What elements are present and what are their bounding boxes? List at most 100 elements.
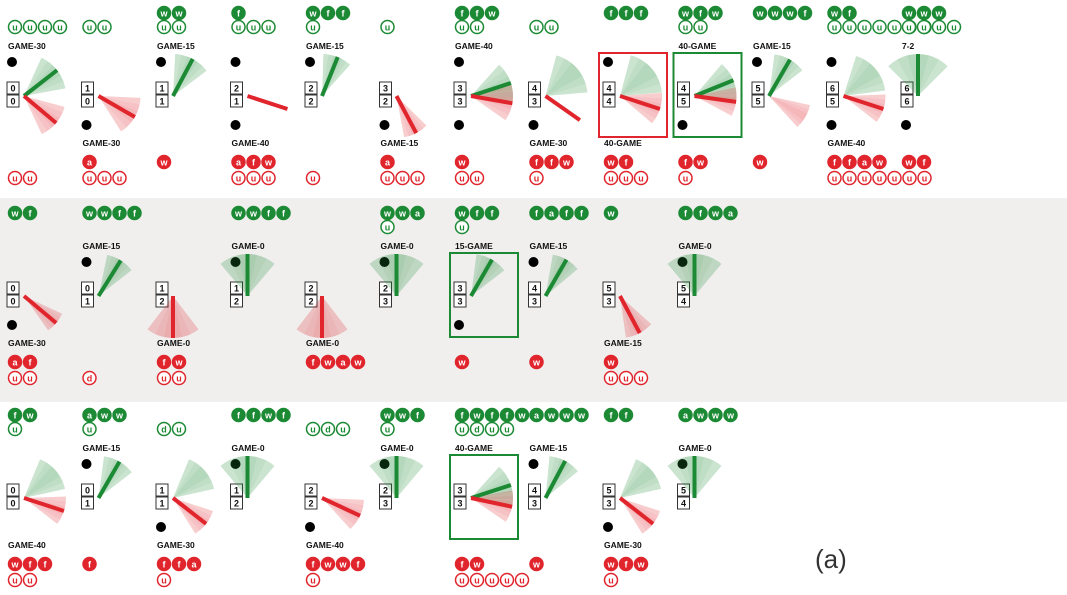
- shot-letter: w: [487, 8, 496, 18]
- filled-shot-icon: [156, 556, 172, 572]
- server-dot-icon: [528, 257, 539, 267]
- green-fan-sector: [694, 93, 737, 101]
- filled-shot-icon: [484, 407, 500, 423]
- outline-shot-icon: [305, 170, 321, 186]
- server-dot-icon: [379, 459, 390, 469]
- red-fan-sector: [24, 96, 48, 135]
- score-box: [677, 483, 690, 497]
- server-dot-icon: [677, 459, 688, 469]
- score-box: [155, 483, 169, 497]
- green-fan-sector: [396, 254, 407, 296]
- cell-r0-c6: GAME-40 3 3: [453, 41, 513, 130]
- green-fan-sector: [24, 81, 66, 96]
- green-fan-sector: [545, 456, 555, 498]
- red-fan-sector: [322, 498, 358, 525]
- score-value: 4: [681, 297, 686, 307]
- score-value: 4: [606, 97, 611, 107]
- score-value: 3: [532, 297, 537, 307]
- green-direction-line: [543, 459, 567, 499]
- shot-letter: w: [875, 157, 884, 167]
- score-box: [230, 281, 243, 295]
- score-box: [304, 483, 318, 497]
- score-box: [81, 81, 94, 95]
- shot-letter: w: [10, 559, 19, 569]
- score-box: [155, 496, 169, 510]
- score-value: 3: [457, 284, 462, 294]
- green-fan-sector: [471, 70, 509, 96]
- green-fan-sector: [545, 55, 565, 96]
- cell-r0-c3: GAME-40 2 1: [230, 57, 289, 148]
- outline-shot-icon: [544, 19, 559, 35]
- score-value: 2: [308, 84, 313, 94]
- shot-letter: u: [12, 173, 18, 183]
- score-value: 0: [85, 486, 90, 496]
- score-box: [379, 294, 392, 308]
- shot-letter: w: [934, 8, 943, 18]
- green-fan-sector: [98, 456, 110, 498]
- cell-r0-c11: GAME-40 6 5: [826, 55, 886, 148]
- outline-shot-icon: [112, 170, 127, 186]
- filled-shot-icon: [842, 154, 857, 170]
- green-fan-sector: [386, 254, 397, 296]
- score-box: [677, 94, 690, 108]
- red-fan-sector: [620, 498, 660, 516]
- red-fan-sector: [769, 96, 809, 114]
- score-box: [304, 294, 318, 308]
- filled-shot-icon: [320, 5, 336, 21]
- red-fan-sector: [694, 96, 736, 112]
- red-fan-sector: [471, 96, 511, 115]
- server-dot-icon: [230, 459, 241, 469]
- filled-shot-icon: [872, 154, 887, 170]
- red-fan-sector: [843, 96, 882, 118]
- green-fan-sector: [228, 457, 248, 498]
- shot-letter: f: [699, 8, 703, 18]
- shot-letter: f: [923, 157, 927, 167]
- top-filled-shots: w: [603, 205, 619, 221]
- green-direction-line: [470, 81, 512, 98]
- green-fan-sector: [694, 254, 705, 296]
- shot-letter: a: [340, 357, 346, 367]
- server-dot-icon: [156, 57, 166, 67]
- shot-letter: u: [400, 173, 406, 183]
- outline-shot-icon: [618, 370, 634, 386]
- game-score-label: GAME-0: [232, 241, 265, 251]
- filled-shot-icon: [708, 407, 723, 423]
- outline-shot-icon: [7, 572, 23, 588]
- green-direction-line: [693, 78, 735, 98]
- shot-letter: u: [907, 173, 913, 183]
- filled-shot-icon: [603, 354, 619, 370]
- score-value: 1: [159, 284, 164, 294]
- filled-shot-icon: [156, 154, 172, 170]
- shot-letter: a: [415, 208, 421, 218]
- top-outline-shots: u: [305, 19, 321, 35]
- shot-letter: f: [848, 8, 852, 18]
- shot-letter: f: [461, 559, 465, 569]
- shot-letter: u: [12, 22, 18, 32]
- bottom-filled-shots: w: [603, 354, 619, 370]
- top-outline-shots: u: [82, 421, 97, 437]
- filled-shot-icon: [708, 5, 723, 21]
- red-direction-line: [470, 496, 513, 509]
- shot-letter: u: [310, 22, 316, 32]
- score-box: [6, 94, 20, 108]
- score-box: [677, 294, 690, 308]
- shot-letter: w: [547, 410, 556, 420]
- score-value: 0: [85, 284, 90, 294]
- green-fan-sector: [545, 63, 578, 96]
- shot-letter: w: [249, 208, 258, 218]
- shot-letter: u: [906, 22, 912, 32]
- red-fan-sector: [843, 96, 880, 122]
- green-highlight-frame: [449, 454, 519, 540]
- server-dot-icon: [677, 257, 688, 267]
- score-box: [528, 281, 541, 295]
- green-fan-sector: [322, 61, 351, 96]
- shot-letter: w: [100, 208, 109, 218]
- outline-shot-icon: [842, 19, 857, 35]
- shot-letter: f: [476, 8, 480, 18]
- outline-shot-icon: [305, 572, 321, 588]
- shot-letter: a: [534, 410, 540, 420]
- shot-letter: u: [877, 173, 883, 183]
